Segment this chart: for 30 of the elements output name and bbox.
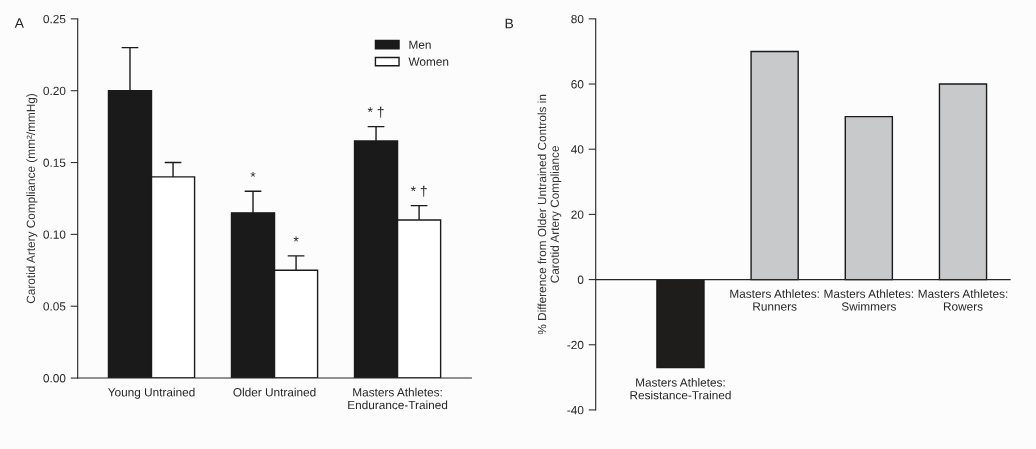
y-axis-title: Carotid Artery Compliance (mm²/mmHg) [26, 93, 38, 304]
y-tick-label: 40 [571, 145, 584, 154]
x-tick-label: Masters Athletes: Resistance-Trained [630, 377, 731, 400]
y-tick-label: 0.25 [43, 14, 66, 24]
annotation: * † [410, 185, 427, 197]
x-tick-label: Older Untrained [233, 387, 316, 397]
y-tick-label: -40 [567, 405, 584, 415]
legend-label: Men [409, 40, 431, 49]
annotation: * [250, 171, 256, 177]
chart-title: B [505, 18, 514, 29]
x-tick-label: Young Untrained [108, 387, 195, 399]
y-tick-label: 0.20 [43, 86, 66, 96]
y-tick-label: 0 [577, 275, 584, 284]
y-tick-label: 0.00 [43, 374, 66, 383]
chart-title: A [14, 18, 24, 28]
x-tick-label: Masters Athletes: Rowers [918, 289, 1008, 311]
y-tick-label: 0.15 [43, 158, 66, 167]
annotation: * [293, 236, 299, 242]
y-tick-label: 60 [571, 80, 584, 89]
y-tick-label: 0.05 [43, 302, 66, 311]
annotation: * † [367, 106, 384, 118]
y-tick-label: 0.10 [43, 230, 66, 239]
y-axis-title: % Difference from Older Untrained Controls in Carotid Artery Compliance [537, 94, 562, 335]
x-tick-label: Masters Athletes: Endurance-Trained [348, 387, 448, 410]
x-tick-label: Masters Athletes: Swimmers [824, 289, 914, 311]
y-tick-label: 80 [571, 14, 584, 24]
legend-label: Women [408, 57, 449, 66]
y-tick-label: 20 [571, 210, 584, 219]
x-tick-label: Masters Athletes: Runners [730, 289, 819, 311]
y-tick-label: -20 [567, 340, 584, 350]
